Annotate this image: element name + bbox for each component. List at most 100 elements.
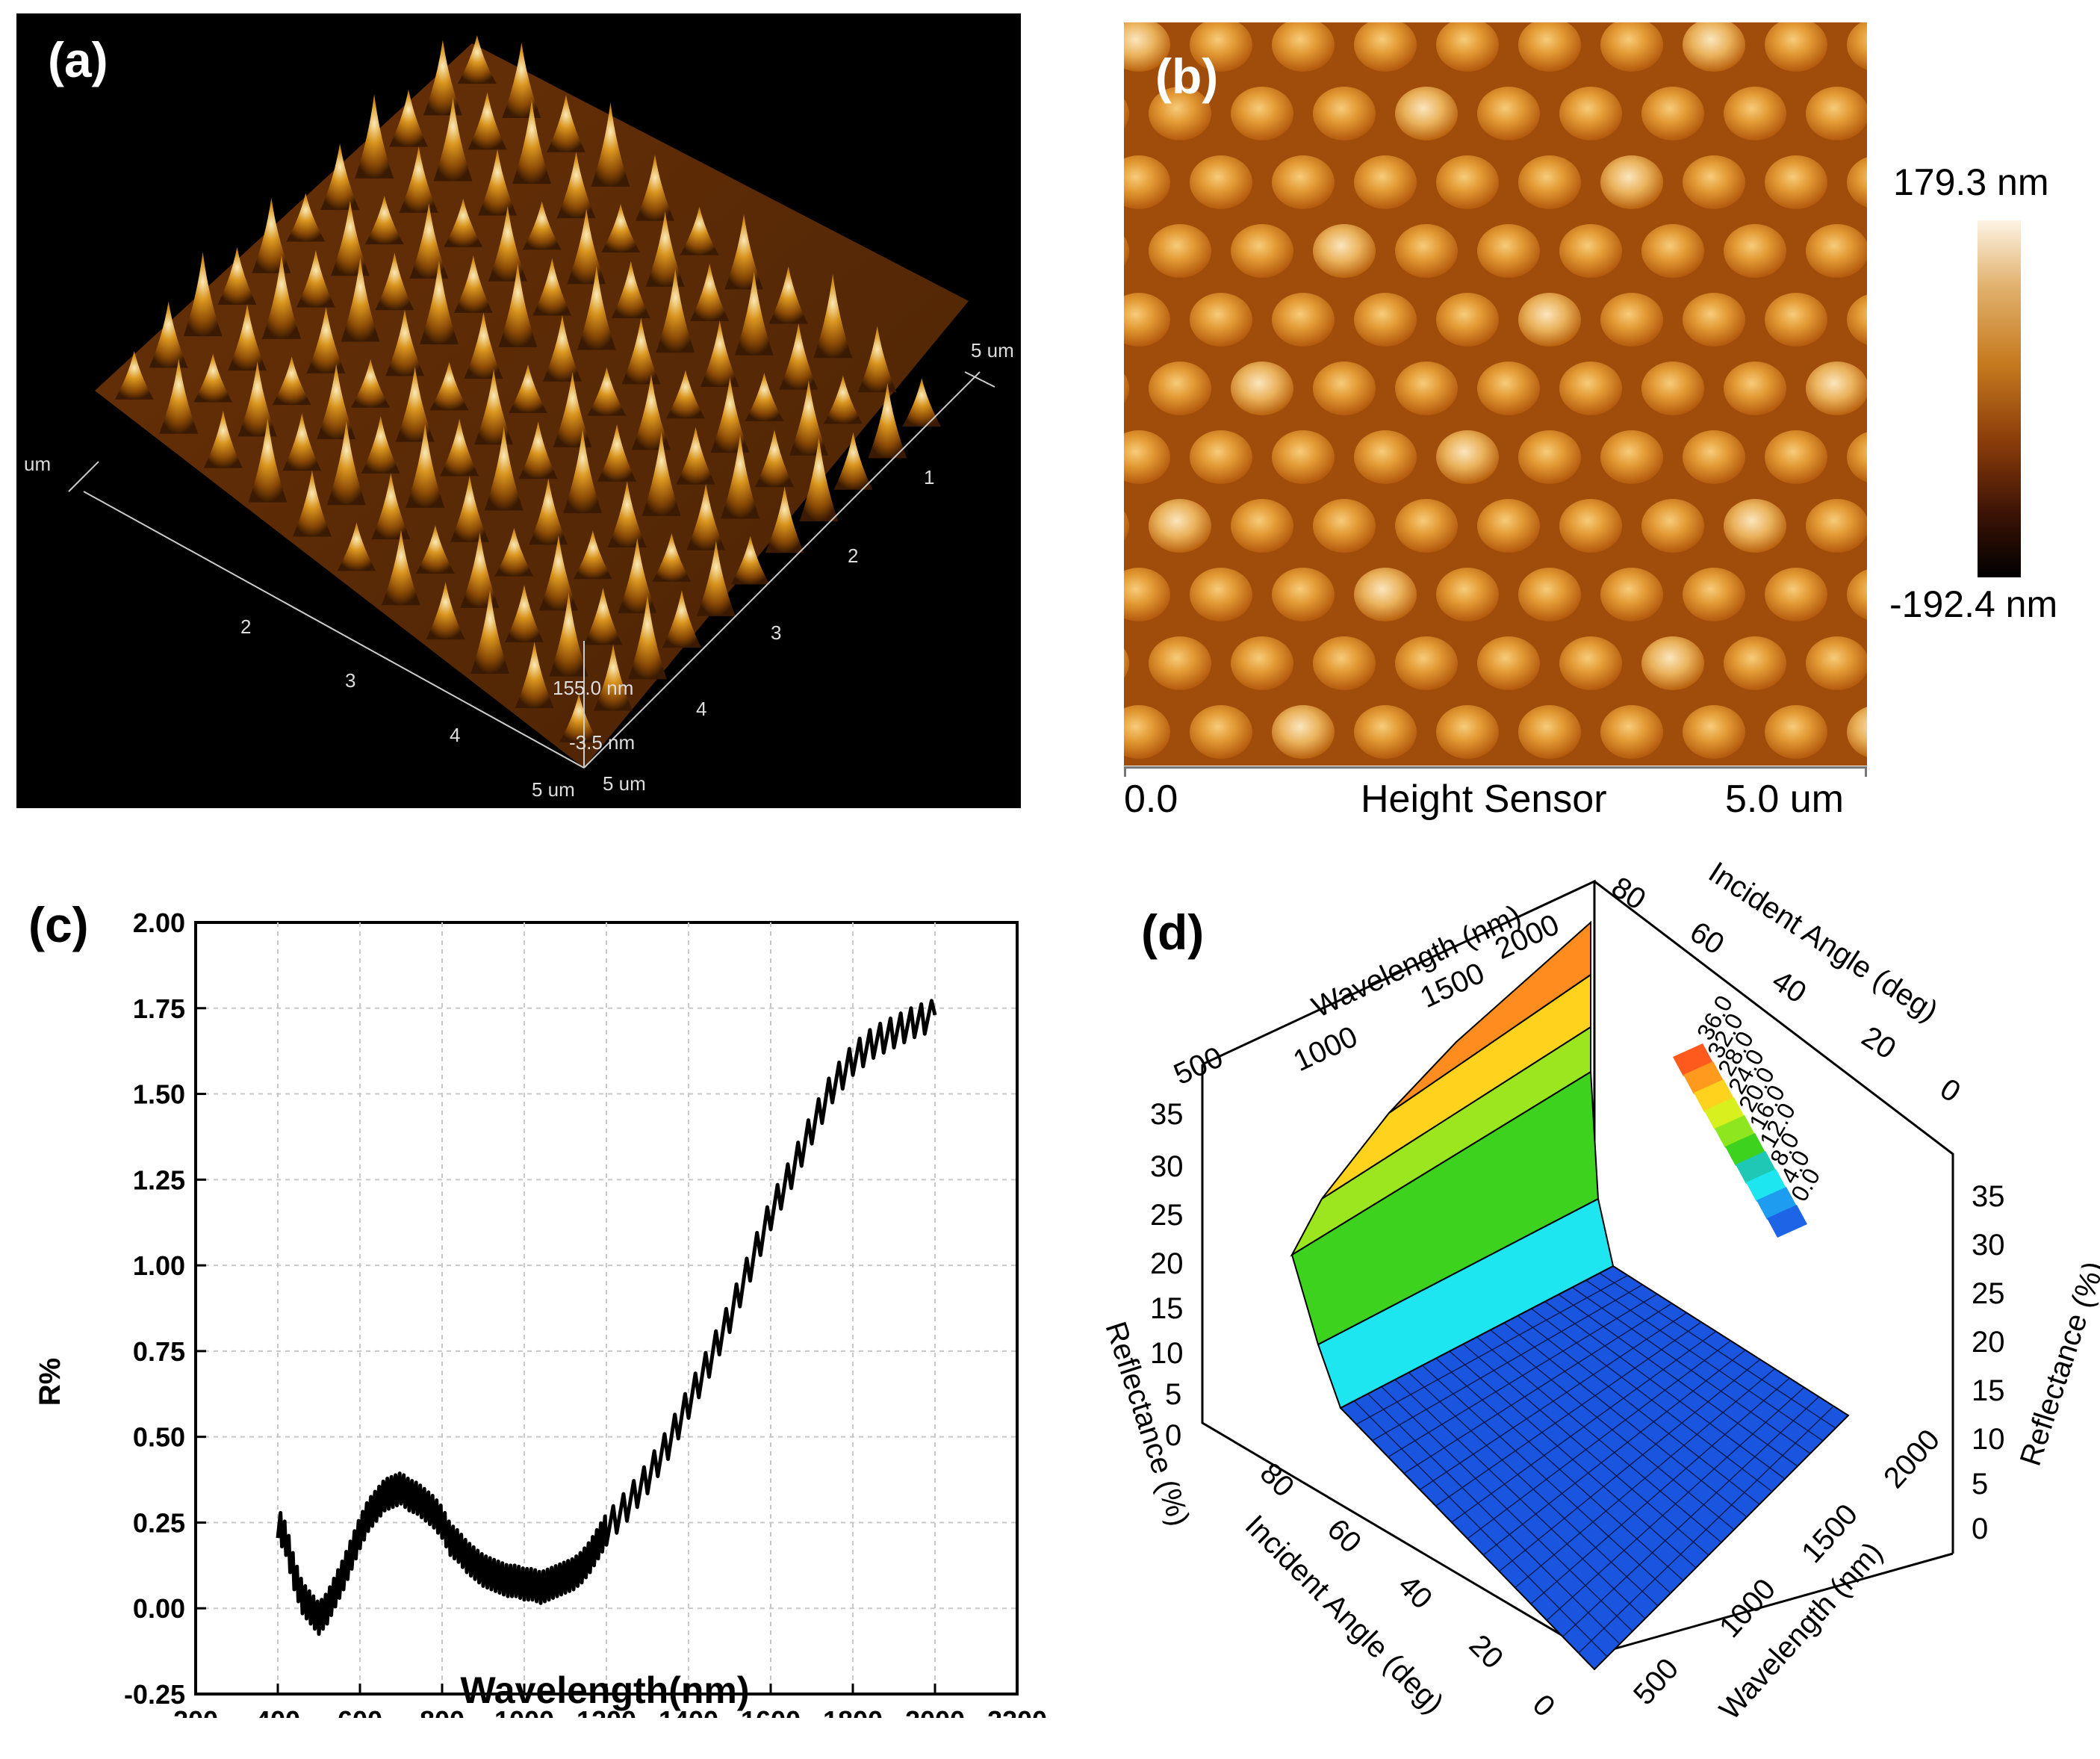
nanodot xyxy=(1272,18,1335,72)
nanodot xyxy=(1395,224,1458,278)
reflectance-tick-right: 5 xyxy=(1972,1468,1988,1501)
incident-tick-bottom: 40 xyxy=(1392,1569,1439,1616)
afm-peak xyxy=(710,377,750,453)
legend-swatch xyxy=(1767,1205,1807,1238)
nanodot xyxy=(1600,293,1663,347)
nanodot xyxy=(1683,293,1745,347)
nanodot xyxy=(1641,499,1704,553)
nanodot xyxy=(1477,87,1540,140)
afm-peak xyxy=(286,193,326,242)
afm-peak xyxy=(607,481,647,547)
nanodot xyxy=(1149,362,1211,415)
afm-peak xyxy=(237,361,277,437)
afm-peak xyxy=(444,198,483,247)
afm-peak xyxy=(700,320,739,387)
afm-peak xyxy=(567,208,606,285)
incident-tick-bottom: 60 xyxy=(1321,1513,1368,1560)
x-tick-label: 800 xyxy=(420,1705,465,1718)
afm-peak xyxy=(823,375,863,424)
reflectance-tick-right: 10 xyxy=(1972,1423,2005,1456)
incident-tick-top: 0 xyxy=(1934,1073,1966,1109)
reflectance-tick-left: 0 xyxy=(1165,1419,1181,1452)
nanodot xyxy=(1149,87,1211,140)
y-tick-label: 1.50 xyxy=(133,1079,185,1110)
reflectance-tick-left: 5 xyxy=(1165,1378,1181,1411)
afm-peak xyxy=(680,206,719,255)
afm-peak xyxy=(502,43,541,118)
afm-peak xyxy=(505,584,544,642)
afm-peak xyxy=(203,410,243,468)
panel-b: (b) xyxy=(1025,0,1951,828)
afm-peak xyxy=(577,265,616,350)
reflectance-series-line xyxy=(276,999,937,1637)
afm-peak xyxy=(549,592,588,677)
nanodot xyxy=(1436,568,1499,621)
nanodot xyxy=(1518,568,1581,621)
afm-peak xyxy=(337,522,376,571)
nanodot xyxy=(1683,568,1745,621)
colorbar-min: -192.4 nm xyxy=(1889,583,2058,625)
afm-peak xyxy=(611,261,650,319)
nanodot xyxy=(1559,87,1622,140)
afm-peak xyxy=(399,146,438,213)
afm-peak xyxy=(320,143,360,211)
afm-peak xyxy=(559,693,599,742)
afm-peak xyxy=(385,309,424,376)
nanodot xyxy=(1641,87,1704,140)
surface-band-orange xyxy=(1388,920,1591,1114)
afm-peak xyxy=(779,323,818,390)
incident-tick-bottom: 20 xyxy=(1463,1628,1510,1675)
nanodot xyxy=(1765,568,1827,621)
incident-tick-bottom: 0 xyxy=(1526,1688,1562,1723)
afm-tick-x: 2 xyxy=(240,615,251,638)
afm-peak xyxy=(453,255,493,313)
nanodot xyxy=(1231,499,1293,553)
nanodot xyxy=(1354,293,1417,347)
y-tick-label: 2.00 xyxy=(133,908,185,938)
y-tick-label: 0.50 xyxy=(133,1422,185,1453)
nanodot xyxy=(1354,18,1417,72)
afm-peak xyxy=(494,527,534,577)
reflectance-line-chart: 200 400 600 800 1000 1200 1400 1600 1800 2000 2200… xyxy=(34,908,1047,1718)
reflectance-tick-right: 35 xyxy=(1972,1180,2005,1213)
afm-peak xyxy=(409,203,449,279)
afm-peak xyxy=(662,590,701,648)
afm-peak xyxy=(470,589,510,674)
legend-swatch xyxy=(1673,1043,1713,1076)
afm-peak xyxy=(696,540,736,616)
afm-tick-y: 2 xyxy=(848,545,858,567)
afm-peak xyxy=(252,197,291,273)
afm-peak xyxy=(556,152,596,219)
afm-peak xyxy=(799,437,839,521)
afm-tick-y: 5 um xyxy=(971,339,1014,362)
wavelength-tick-bottom: 2000 xyxy=(1877,1423,1946,1495)
wavelength-tick-bottom: 500 xyxy=(1627,1652,1685,1711)
x-tick-label: 400 xyxy=(255,1705,300,1718)
nanodot xyxy=(1190,430,1252,484)
reflectance-tick-left: 35 xyxy=(1150,1098,1184,1131)
nanodot xyxy=(1313,499,1376,553)
x-axis-title: Wavelength(nm) xyxy=(460,1669,749,1711)
afm-peak xyxy=(594,644,633,711)
afm-peak xyxy=(518,421,558,480)
afm-peak xyxy=(868,382,907,459)
afm-peak xyxy=(587,367,627,416)
nanodot xyxy=(1272,155,1335,209)
nanodot xyxy=(1724,499,1786,553)
x-tick-label: 2000 xyxy=(905,1705,965,1718)
afm-peak xyxy=(228,304,267,371)
nanodot xyxy=(1272,705,1335,759)
nanodot xyxy=(1518,430,1581,484)
y-tick-label: -0.25 xyxy=(124,1679,185,1710)
reflectance-tick-right: 0 xyxy=(1972,1513,1988,1545)
afm-peak xyxy=(429,362,469,411)
afm-peak xyxy=(512,99,551,184)
afm-peak xyxy=(652,533,692,582)
nanodot xyxy=(1518,293,1581,347)
nanodot xyxy=(1806,224,1868,278)
nanodot xyxy=(1313,224,1376,278)
afm-peak xyxy=(326,421,366,506)
y-tick-label: 1.00 xyxy=(133,1250,185,1281)
nanodot xyxy=(1600,155,1663,209)
surface-mesh xyxy=(1353,1272,1836,1657)
